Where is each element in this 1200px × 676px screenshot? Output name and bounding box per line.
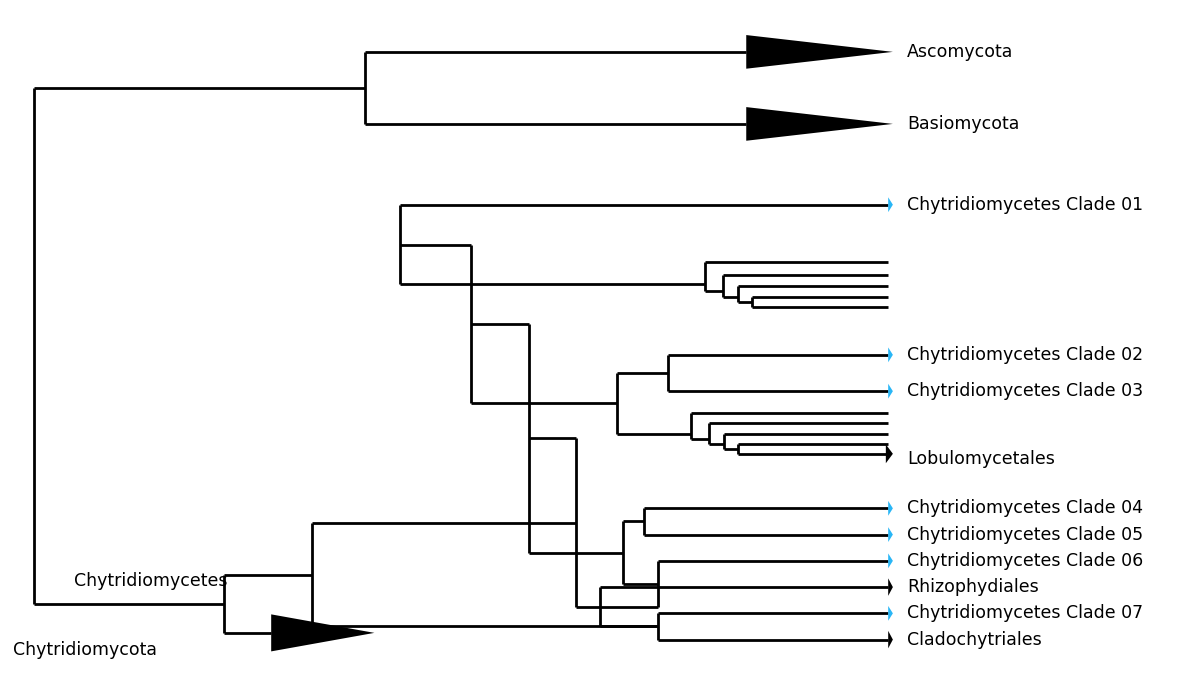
Text: Chytridiomycetes Clade 04: Chytridiomycetes Clade 04 (907, 500, 1142, 517)
Polygon shape (888, 501, 893, 516)
Text: Chytridiomycetes Clade 05: Chytridiomycetes Clade 05 (907, 525, 1144, 544)
Polygon shape (888, 347, 893, 362)
Text: Basiomycota: Basiomycota (907, 115, 1019, 133)
Polygon shape (888, 606, 893, 621)
Polygon shape (886, 444, 893, 463)
Polygon shape (888, 527, 893, 542)
Polygon shape (888, 554, 893, 569)
Text: Chytridiomycetes Clade 07: Chytridiomycetes Clade 07 (907, 604, 1144, 623)
Polygon shape (888, 579, 893, 596)
Polygon shape (888, 384, 893, 399)
Text: Chytridiomycetes Clade 02: Chytridiomycetes Clade 02 (907, 346, 1144, 364)
Polygon shape (746, 35, 893, 69)
Text: Lobulomycetales: Lobulomycetales (907, 450, 1055, 468)
Text: Rhizophydiales: Rhizophydiales (907, 578, 1039, 596)
Text: Chytridiomycetes Clade 01: Chytridiomycetes Clade 01 (907, 196, 1144, 214)
Text: Chytridiomycetes Clade 03: Chytridiomycetes Clade 03 (907, 382, 1144, 400)
Text: Chytridiomycota: Chytridiomycota (13, 641, 157, 658)
Text: Cladochytriales: Cladochytriales (907, 631, 1042, 648)
Text: Chytridiomycetes Clade 06: Chytridiomycetes Clade 06 (907, 552, 1144, 570)
Polygon shape (888, 197, 893, 212)
Polygon shape (271, 614, 374, 652)
Text: Ascomycota: Ascomycota (907, 43, 1013, 61)
Text: Chytridiomycetes: Chytridiomycetes (74, 573, 228, 590)
Polygon shape (746, 107, 893, 141)
Polygon shape (888, 631, 893, 648)
